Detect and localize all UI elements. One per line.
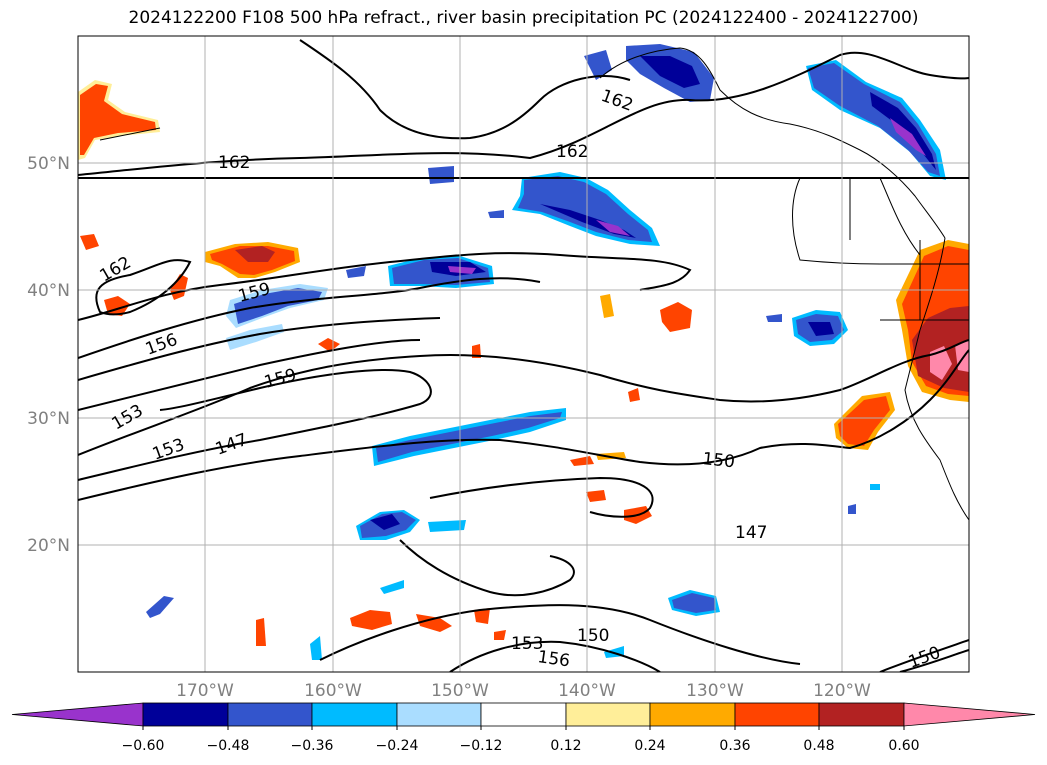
graticule [78, 36, 969, 672]
contour-label-150: 150 [577, 626, 609, 646]
longitude-labels: 170°W 160°W 150°W 140°W 130°W 120°W [176, 681, 871, 701]
colorbar-ticks [142, 726, 905, 730]
colorbar-swatch [649, 702, 736, 727]
colorbar-swatch [227, 702, 313, 727]
colorbar-swatch [480, 702, 567, 727]
map-background [78, 36, 969, 672]
colorbar-label: −0.24 [376, 738, 419, 754]
coastlines [99, 47, 969, 521]
map-frame [77, 35, 970, 673]
colorbar-label: −0.60 [122, 738, 165, 754]
colorbar-label: −0.36 [291, 738, 334, 754]
lat-label-30n: 30°N [27, 409, 70, 429]
colorbar-labels: −0.60 −0.48 −0.36 −0.24 −0.12 0.12 0.24 … [122, 738, 920, 754]
colorbar-swatch [311, 702, 398, 727]
colorbar-swatch [818, 702, 905, 727]
colorbar-swatches [11, 702, 1036, 727]
positive-shading [78, 80, 969, 646]
contour-label-150: 150 [701, 449, 735, 472]
lat-label-20n: 20°N [27, 536, 70, 556]
colorbar-label: 0.48 [803, 738, 834, 754]
lon-label-120w: 120°W [813, 681, 871, 701]
lon-label-170w: 170°W [176, 681, 234, 701]
colorbar-label: −0.12 [460, 738, 503, 754]
lat-label-40n: 40°N [27, 281, 70, 301]
contour-label-147: 147 [735, 523, 767, 543]
lon-label-150w: 150°W [431, 681, 489, 701]
colorbar-label: 0.12 [550, 738, 581, 754]
lon-label-130w: 130°W [686, 681, 744, 701]
colorbar-swatch [903, 702, 1036, 727]
map-area: 162 162 162 162 159 159 156 156 153 153 … [77, 35, 970, 673]
map-title: 2024122200 F108 500 hPa refract., river … [128, 8, 919, 28]
geopotential-contours [78, 39, 969, 672]
colorbar-swatch [142, 702, 229, 727]
colorbar-swatch [11, 702, 144, 727]
negative-shading [146, 44, 946, 660]
colorbar-label: −0.48 [207, 738, 250, 754]
colorbar-label: 0.24 [634, 738, 665, 754]
colorbar-swatch [396, 702, 482, 727]
contour-label-153: 153 [511, 634, 543, 654]
contour-label-162: 162 [556, 142, 588, 162]
colorbar-label: 0.36 [719, 738, 750, 754]
latitude-labels: 50°N 40°N 30°N 20°N [27, 154, 70, 556]
colorbar: −0.60 −0.48 −0.36 −0.24 −0.12 0.12 0.24 … [11, 702, 1036, 754]
colorbar-label: 0.60 [888, 738, 919, 754]
colorbar-swatch [734, 702, 820, 727]
colorbar-swatch [565, 702, 651, 727]
contour-label-162: 162 [218, 153, 250, 173]
lon-label-160w: 160°W [304, 681, 362, 701]
lat-label-50n: 50°N [27, 154, 70, 174]
contour-label-156: 156 [536, 647, 571, 671]
lon-label-140w: 140°W [558, 681, 616, 701]
